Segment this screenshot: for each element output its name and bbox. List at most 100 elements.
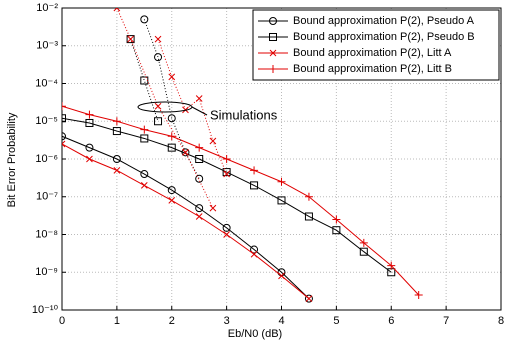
marker	[223, 231, 230, 238]
x-tick-label: 1	[114, 315, 120, 327]
marker	[195, 143, 204, 152]
annotation: Simulations	[210, 107, 278, 122]
x-tick-label: 2	[169, 315, 175, 327]
marker	[168, 197, 176, 204]
series	[62, 102, 423, 299]
marker	[359, 247, 368, 256]
y-axis-label: Bit Error Probability	[6, 112, 18, 207]
y-tick-label: 10⁻¹⁰	[32, 304, 59, 316]
y-tick-label: 10⁻⁴	[35, 77, 58, 89]
x-tick-label: 5	[333, 315, 339, 327]
marker	[62, 114, 66, 123]
marker	[250, 166, 259, 175]
marker	[209, 137, 217, 145]
legend-label: Bound approximation P(2), Litt A	[293, 47, 452, 59]
y-tick-label: 10⁻²	[36, 2, 58, 14]
marker	[62, 102, 66, 111]
marker	[277, 196, 286, 205]
marker	[387, 261, 396, 270]
marker	[269, 17, 277, 25]
marker	[126, 35, 135, 44]
marker	[113, 8, 121, 12]
marker	[167, 114, 176, 123]
marker	[112, 117, 121, 126]
series	[140, 15, 204, 183]
marker	[167, 132, 176, 141]
series-line	[62, 105, 420, 296]
legend-label: Bound approximation P(2), Litt B	[293, 63, 452, 75]
marker	[222, 155, 231, 163]
x-tick-label: 7	[443, 315, 449, 327]
series-line	[62, 117, 392, 273]
marker	[195, 213, 203, 220]
marker	[85, 118, 94, 127]
marker	[62, 140, 66, 148]
marker	[223, 170, 230, 178]
annotation-line	[191, 106, 208, 116]
marker	[154, 117, 163, 126]
marker	[222, 223, 231, 232]
y-tick-label: 10⁻⁸	[35, 228, 58, 240]
marker	[269, 33, 277, 41]
marker	[222, 168, 231, 177]
marker	[140, 134, 149, 143]
marker	[250, 181, 259, 190]
marker	[278, 272, 285, 280]
marker	[62, 132, 66, 141]
marker	[277, 177, 286, 186]
marker	[182, 148, 189, 156]
marker	[304, 294, 313, 303]
marker	[154, 102, 162, 110]
x-tick-label: 3	[224, 315, 230, 327]
series	[62, 140, 313, 302]
marker	[181, 148, 190, 157]
series-line	[130, 38, 159, 122]
series-line	[157, 38, 228, 175]
marker	[167, 186, 176, 195]
marker	[85, 110, 94, 119]
marker	[305, 295, 313, 302]
marker	[154, 35, 162, 43]
y-tick-label: 10⁻⁵	[35, 115, 58, 127]
legend-label: Bound approximation P(2), Pseudo B	[293, 31, 475, 43]
y-tick-label: 10⁻⁶	[35, 153, 58, 165]
series	[62, 132, 313, 303]
x-tick-label: 8	[498, 315, 504, 327]
marker	[154, 53, 163, 62]
marker	[250, 245, 259, 254]
marker	[332, 215, 341, 224]
marker	[112, 155, 121, 163]
marker	[140, 125, 149, 134]
marker	[195, 95, 203, 102]
x-tick-label: 4	[278, 315, 284, 327]
marker	[195, 204, 204, 213]
marker	[332, 226, 341, 235]
marker	[140, 182, 148, 189]
series	[154, 35, 230, 178]
marker	[195, 155, 204, 163]
series-line	[116, 8, 214, 209]
marker	[112, 127, 121, 136]
series-line	[62, 135, 310, 299]
plot-frame	[61, 7, 502, 311]
marker	[414, 290, 423, 299]
marker	[304, 192, 313, 201]
marker	[195, 174, 204, 183]
y-tick-label: 10⁻⁷	[36, 191, 58, 203]
marker	[140, 170, 149, 179]
marker	[269, 49, 277, 57]
marker	[269, 65, 277, 73]
series-line	[62, 143, 310, 300]
legend-box	[252, 9, 500, 81]
marker	[140, 15, 149, 24]
marker	[209, 204, 217, 212]
series	[62, 114, 396, 277]
marker	[168, 73, 176, 81]
y-tick-label: 10⁻³	[36, 40, 58, 52]
marker	[304, 212, 313, 221]
y-tick-label: 10⁻⁹	[35, 266, 58, 278]
x-tick-label: 6	[388, 315, 394, 327]
marker	[359, 238, 368, 247]
x-tick-label: 0	[59, 315, 65, 327]
